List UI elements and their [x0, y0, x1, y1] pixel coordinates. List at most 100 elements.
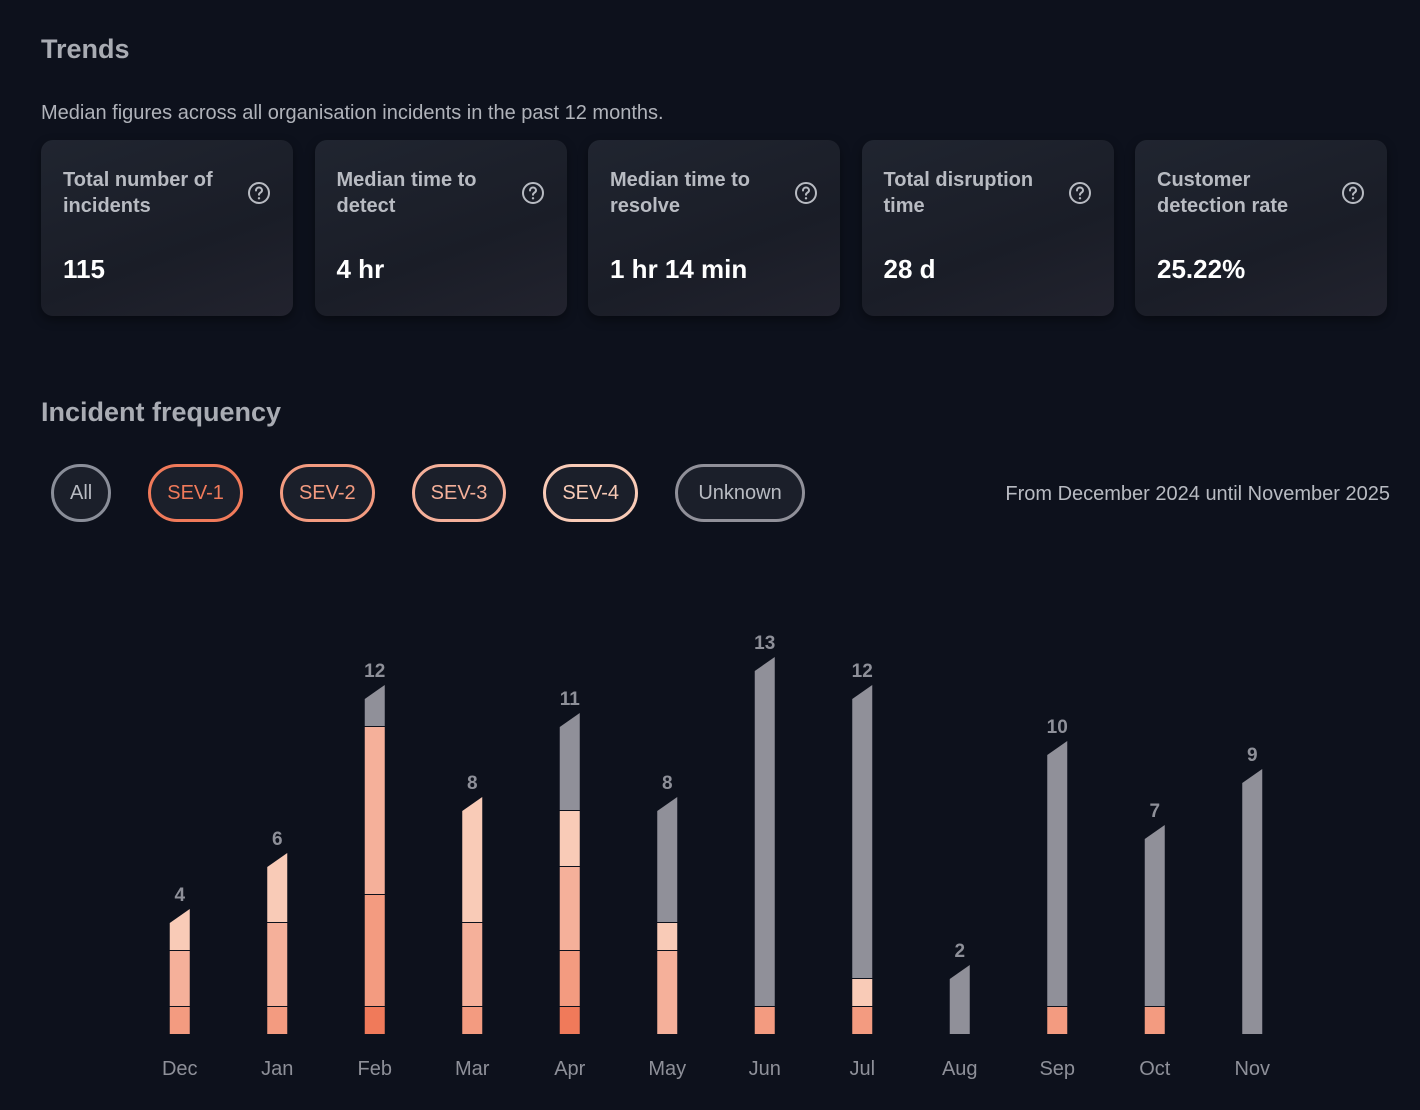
help-mark: [528, 186, 537, 196]
filters: All SEV-1 SEV-2 SEV-3 SEV-4 Unknown: [51, 464, 806, 522]
chart: Dec 4 Jan 6 Feb 12 Mar 8 Apr 11 May 8 Jun 13 Jul 12 Aug 2…: [162, 633, 1270, 1080]
stat-card: Customer detection rate 25.22%: [1135, 140, 1387, 316]
x-tick-label: Nov: [1234, 1058, 1270, 1080]
section-title: Trends: [41, 34, 130, 64]
help-icon[interactable]: [1341, 181, 1365, 205]
bar-cap: [754, 657, 775, 671]
stat-value: 115: [63, 254, 105, 284]
bar-segment: [267, 923, 288, 1006]
bar-segment: [754, 671, 775, 1006]
total-label: 2: [954, 941, 965, 962]
bar-segment: [364, 895, 385, 1006]
stat-card: Total disruption time 28 d: [861, 140, 1114, 316]
total-label: 13: [754, 633, 775, 654]
total-label: 11: [560, 689, 581, 710]
bar-cap: [1242, 769, 1263, 783]
bar-segment: [462, 811, 483, 922]
help-icon[interactable]: [521, 181, 545, 205]
help-mark: [802, 186, 811, 196]
total-label: 8: [662, 773, 673, 794]
bar-segment: [852, 979, 873, 1006]
stat-card: Total number of incidents 115: [41, 140, 293, 316]
x-tick-label: Dec: [162, 1058, 198, 1080]
help-circle: [1342, 182, 1364, 204]
help-icon[interactable]: [247, 181, 271, 205]
bar-segment: [267, 1007, 288, 1034]
help-mark: [1075, 186, 1084, 196]
bar-segment: [1242, 783, 1263, 1034]
help-dot: [257, 197, 261, 200]
stat-label: Total number of incidents: [63, 169, 213, 217]
bar-cap: [364, 685, 385, 699]
total-label: 10: [1047, 717, 1068, 738]
x-tick-label: Feb: [358, 1058, 392, 1080]
bar-segment: [559, 727, 580, 810]
bar-segment: [364, 1007, 385, 1034]
filter-pill[interactable]: SEV-3: [411, 464, 507, 522]
x-tick-label: Jul: [849, 1058, 875, 1080]
bar-segment: [1144, 1007, 1165, 1034]
x-tick-label: Jun: [749, 1058, 781, 1080]
bar-segment: [754, 1007, 775, 1034]
bar-segment: [169, 951, 190, 1006]
bar-segment: [1047, 1007, 1068, 1034]
x-tick-label: Aug: [942, 1058, 978, 1080]
x-tick-label: May: [648, 1058, 686, 1080]
bar-segment: [657, 811, 678, 922]
bar-cap: [462, 797, 483, 811]
bar-segment: [559, 1007, 580, 1034]
bar-segment: [462, 1007, 483, 1034]
help-mark: [255, 186, 264, 196]
subtitle: Median figures across all organisation i…: [41, 102, 664, 124]
bar-segment: [462, 923, 483, 1006]
stat-value: 28 d: [883, 254, 936, 284]
x-tick-label: Mar: [455, 1058, 490, 1080]
filter-pill[interactable]: SEV-4: [543, 464, 639, 522]
stat-cards: Total number of incidents 115 Median time …: [41, 140, 1387, 316]
bar-cap: [559, 713, 580, 727]
x-tick-label: Jan: [261, 1058, 293, 1080]
bar-segment: [169, 1007, 190, 1034]
help-icon[interactable]: [1068, 181, 1092, 205]
help-circle: [521, 182, 544, 204]
bar-cap: [267, 853, 288, 867]
help-dot: [1351, 197, 1355, 200]
bar-cap: [1047, 741, 1068, 755]
filter-pill[interactable]: Unknown: [675, 464, 806, 522]
bar-segment: [169, 923, 190, 950]
x-tick-label: Sep: [1039, 1058, 1075, 1080]
bar-segment: [1047, 755, 1068, 1006]
stat-label: Total disruption time: [883, 169, 1034, 217]
bar-cap: [852, 685, 873, 699]
stat-card: Median time to resolve 1 hr 14 min: [588, 140, 840, 316]
filter-pill[interactable]: SEV-1: [148, 464, 243, 522]
bar-segment: [852, 1007, 873, 1034]
stat-value: 4 hr: [336, 254, 385, 284]
bar-cap: [657, 797, 678, 811]
stat-card: Median time to detect 4 hr: [314, 140, 567, 316]
stat-label: Median time to resolve: [610, 169, 751, 217]
bar-cap: [169, 909, 190, 923]
help-dot: [804, 197, 808, 200]
total-label: 4: [174, 885, 185, 906]
help-mark: [1349, 186, 1358, 196]
help-circle: [795, 182, 817, 204]
help-icon[interactable]: [794, 181, 818, 205]
help-dot: [531, 197, 534, 200]
bar-segment: [657, 923, 678, 950]
filter-pill[interactable]: All: [51, 464, 112, 522]
help-circle: [248, 182, 270, 204]
total-label: 12: [364, 661, 385, 682]
total-label: 9: [1247, 745, 1258, 766]
bar-cap: [949, 965, 970, 979]
stat-value: 1 hr 14 min: [610, 254, 748, 284]
total-label: 8: [467, 773, 478, 794]
bar-segment: [559, 951, 580, 1006]
bar-segment: [559, 867, 580, 950]
x-tick-label: Apr: [554, 1058, 585, 1080]
filter-pill[interactable]: SEV-2: [279, 464, 375, 522]
help-circle: [1068, 182, 1091, 204]
bar-segment: [1144, 839, 1165, 1006]
stat-value: 25.22%: [1157, 254, 1246, 284]
chart-title: Incident frequency: [41, 397, 282, 427]
